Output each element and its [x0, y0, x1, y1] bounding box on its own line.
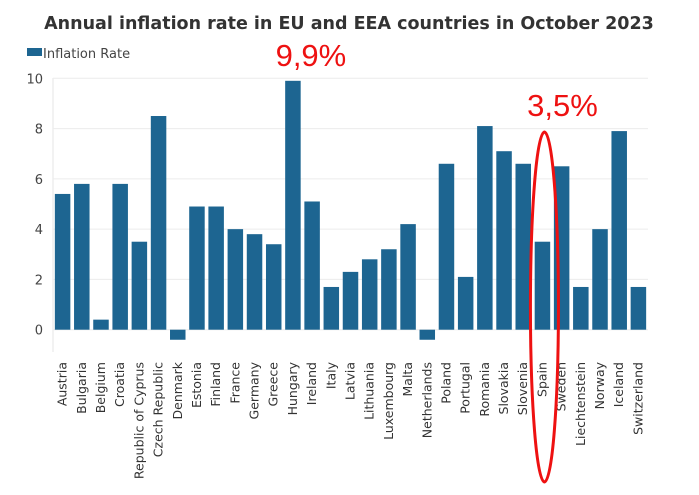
bar-romania[interactable] — [477, 126, 493, 330]
x-tick-label: Slovenia — [515, 362, 530, 415]
x-tick-label: Bulgaria — [74, 362, 89, 414]
bar-czech-republic[interactable] — [150, 116, 167, 330]
y-tick-label: 8 — [35, 123, 43, 138]
x-tick-label: Luxembourg — [381, 362, 396, 440]
x-tick-label: France — [227, 362, 242, 404]
x-tick-label: Greece — [266, 362, 281, 407]
x-tick-label: Finland — [208, 362, 223, 407]
x-tick-label: Spain — [534, 362, 549, 397]
legend-swatch — [27, 48, 42, 56]
bar-belgium[interactable] — [93, 319, 109, 330]
x-tick-label: Italy — [323, 361, 338, 389]
x-tick-label: Portugal — [458, 362, 473, 414]
chart-title: Annual inflation rate in EU and EEA coun… — [44, 14, 654, 34]
x-tick-label: Iceland — [611, 362, 626, 407]
y-tick-label: 4 — [35, 223, 43, 238]
x-tick-label: Belgium — [93, 362, 108, 413]
bar-ireland[interactable] — [304, 201, 320, 330]
bar-greece[interactable] — [265, 244, 282, 330]
x-tick-label: Austria — [55, 362, 70, 406]
bar-hungary[interactable] — [285, 80, 301, 330]
bar-luxembourg[interactable] — [381, 249, 397, 330]
bar-slovenia[interactable] — [515, 163, 531, 330]
bar-denmark[interactable] — [170, 329, 186, 340]
x-tick-label: Germany — [247, 361, 262, 419]
y-tick-label: 0 — [35, 324, 43, 339]
bar-netherlands[interactable] — [419, 329, 436, 340]
bar-iceland[interactable] — [611, 131, 627, 330]
bar-italy[interactable] — [323, 286, 340, 330]
bar-republic-of-cyprus[interactable] — [131, 241, 148, 330]
bar-malta[interactable] — [400, 224, 416, 330]
bar-france[interactable] — [227, 229, 244, 330]
x-tick-label: Slovakia — [496, 362, 511, 414]
highlight-ellipse — [528, 130, 560, 484]
bar-austria[interactable] — [54, 193, 71, 330]
x-tick-label: Hungary — [285, 361, 300, 415]
y-tick-label: 6 — [35, 173, 43, 188]
x-tick-label: Lithuania — [362, 362, 377, 420]
bar-poland[interactable] — [438, 163, 455, 330]
annotation-hungary: 9,9% — [276, 38, 347, 73]
x-tick-label: Malta — [400, 362, 415, 396]
legend[interactable]: Inflation Rate — [27, 47, 130, 62]
y-tick-label: 2 — [35, 273, 43, 288]
x-tick-label: Denmark — [170, 361, 185, 419]
bar-switzerland[interactable] — [630, 286, 647, 330]
bar-croatia[interactable] — [112, 183, 128, 330]
bar-portugal[interactable] — [457, 276, 474, 330]
bar-bulgaria[interactable] — [74, 183, 90, 330]
bar-finland[interactable] — [208, 206, 224, 330]
x-tick-label: Switzerland — [630, 362, 645, 435]
annotation-spain: 3,5% — [527, 88, 598, 123]
x-tick-label: Romania — [477, 362, 492, 417]
x-tick-label: Republic of Cyprus — [131, 362, 146, 479]
bar-germany[interactable] — [246, 234, 263, 330]
y-tick-label: 10 — [26, 72, 43, 87]
legend-label: Inflation Rate — [43, 47, 130, 62]
x-tick-label: Poland — [438, 362, 453, 404]
bar-estonia[interactable] — [189, 206, 205, 330]
x-tick-label: Norway — [592, 361, 607, 409]
x-tick-label: Czech Republic — [151, 362, 166, 457]
bar-latvia[interactable] — [342, 271, 359, 330]
x-tick-label: Croatia — [112, 362, 127, 407]
bar-slovakia[interactable] — [496, 151, 512, 330]
bar-liechtenstein[interactable] — [573, 286, 589, 330]
x-tick-label: Netherlands — [419, 362, 434, 438]
x-tick-label: Liechtenstein — [573, 362, 588, 446]
x-tick-label: Ireland — [304, 362, 319, 405]
x-tick-label: Estonia — [189, 362, 204, 408]
bar-spain[interactable] — [534, 241, 551, 330]
x-tick-label: Latvia — [343, 362, 358, 400]
bar-lithuania[interactable] — [361, 259, 378, 330]
bar-norway[interactable] — [592, 229, 608, 330]
